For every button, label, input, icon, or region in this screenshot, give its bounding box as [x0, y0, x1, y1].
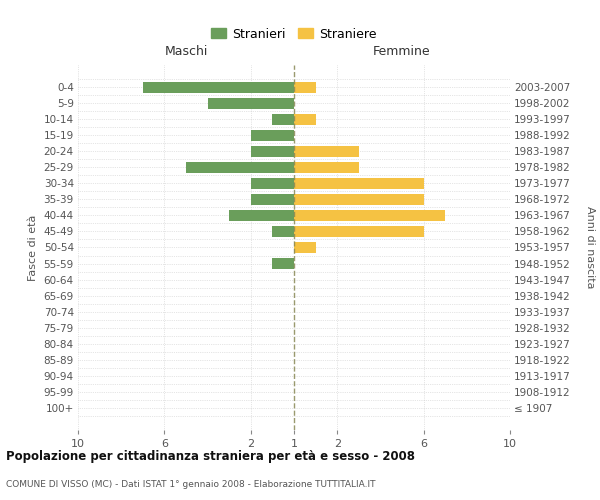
Bar — [272, 114, 294, 125]
Bar — [294, 162, 359, 173]
Bar — [294, 242, 316, 253]
Bar — [251, 146, 294, 157]
Bar — [251, 194, 294, 205]
Bar — [294, 194, 424, 205]
Bar — [251, 178, 294, 189]
Bar — [251, 130, 294, 141]
Bar — [186, 162, 294, 173]
Text: Popolazione per cittadinanza straniera per età e sesso - 2008: Popolazione per cittadinanza straniera p… — [6, 450, 415, 463]
Y-axis label: Fasce di età: Fasce di età — [28, 214, 38, 280]
Bar — [229, 210, 294, 221]
Bar — [294, 114, 316, 125]
Bar — [294, 178, 424, 189]
Bar — [143, 82, 294, 93]
Text: Femmine: Femmine — [373, 44, 431, 58]
Bar — [272, 258, 294, 269]
Bar — [208, 98, 294, 109]
Bar — [294, 146, 359, 157]
Bar — [294, 82, 316, 93]
Bar — [272, 226, 294, 237]
Text: COMUNE DI VISSO (MC) - Dati ISTAT 1° gennaio 2008 - Elaborazione TUTTITALIA.IT: COMUNE DI VISSO (MC) - Dati ISTAT 1° gen… — [6, 480, 376, 489]
Bar — [294, 210, 445, 221]
Y-axis label: Anni di nascita: Anni di nascita — [585, 206, 595, 289]
Text: Maschi: Maschi — [164, 44, 208, 58]
Bar — [294, 226, 424, 237]
Legend: Stranieri, Straniere: Stranieri, Straniere — [207, 24, 381, 44]
